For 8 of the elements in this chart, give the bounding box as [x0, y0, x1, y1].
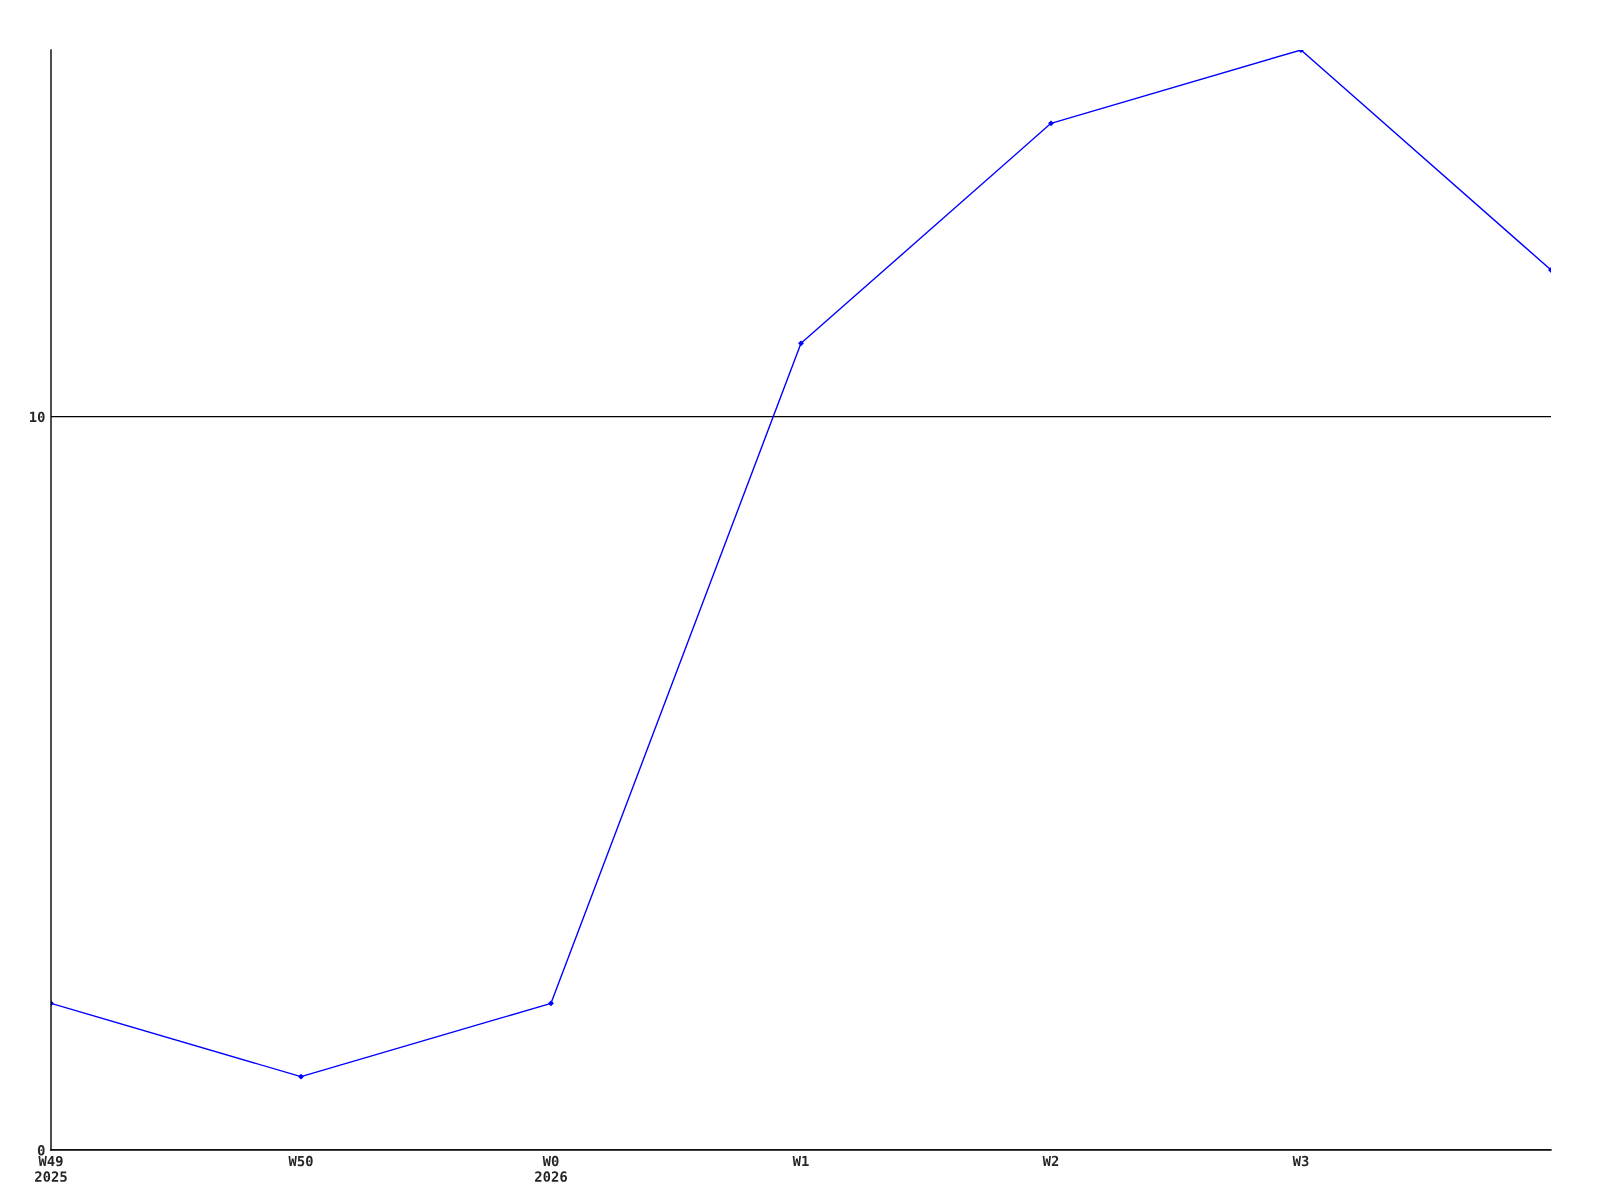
y-tick-label: 10	[30, 411, 45, 423]
y-tick-label: 0	[37, 1144, 45, 1156]
x-tick-label: W1	[792, 1155, 809, 1167]
x-tick-label: W3	[1292, 1155, 1309, 1167]
x-tick-label: W2	[1042, 1155, 1059, 1167]
x-tick-label: W0 2026	[535, 1155, 567, 1182]
x-tick-label: W50	[288, 1155, 313, 1167]
x-tick-label: W49 2025	[35, 1155, 67, 1182]
